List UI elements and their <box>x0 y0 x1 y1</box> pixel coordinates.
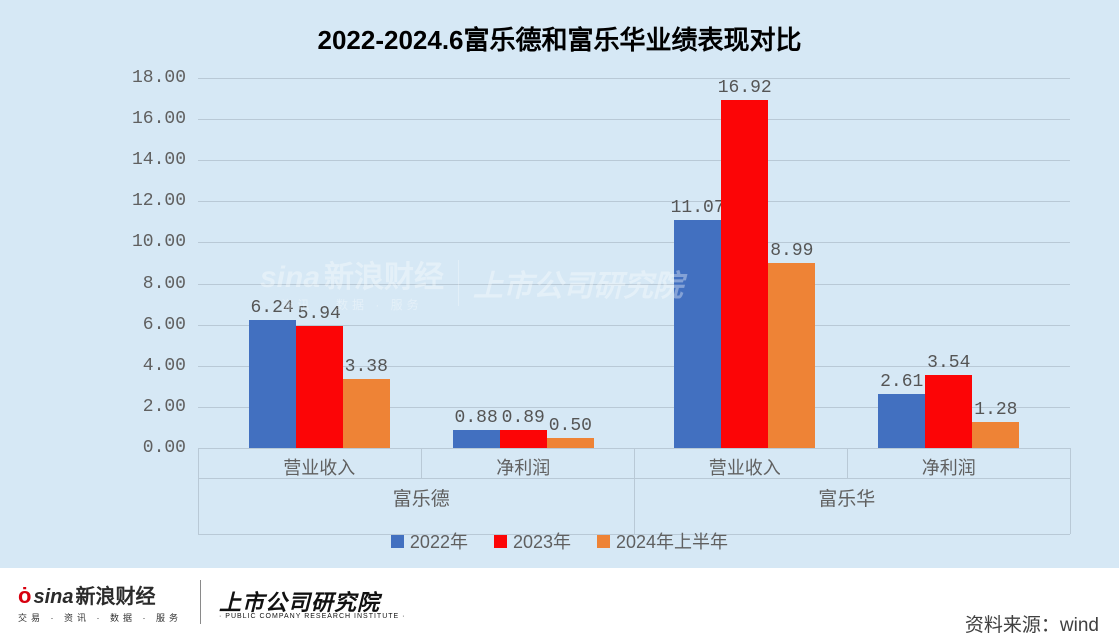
sina-eye-icon: ȯ <box>18 583 31 609</box>
institute-name-en: · PUBLIC COMPANY RESEARCH INSTITUTE · <box>219 613 405 620</box>
x-axis-category-label: 净利润 <box>496 454 550 480</box>
bar-value-label: 1.28 <box>974 400 1017 420</box>
gridline <box>198 119 1070 120</box>
gridline <box>198 78 1070 79</box>
bar-value-label: 3.38 <box>345 357 388 377</box>
bar <box>500 430 547 448</box>
data-source-citation: 资料来源：wind <box>965 610 1099 637</box>
bar <box>343 379 390 448</box>
sina-finance-logo: ȯ sina 新浪财经 交易 · 资讯 · 数据 · 服务 <box>18 580 182 624</box>
y-axis-tick-label: 4.00 <box>143 356 198 376</box>
y-axis-tick-label: 2.00 <box>143 397 198 417</box>
legend-swatch <box>597 535 610 548</box>
legend-label: 2024年上半年 <box>616 528 728 554</box>
bar-value-label: 11.07 <box>671 198 725 218</box>
axis-group-line <box>421 448 422 478</box>
x-axis-category-label: 营业收入 <box>709 454 781 480</box>
bar <box>925 375 972 448</box>
x-axis-group-label: 富乐德 <box>393 484 450 511</box>
bar <box>674 220 721 448</box>
bar <box>296 326 343 448</box>
y-axis-tick-label: 18.00 <box>132 68 198 88</box>
x-axis-category-label: 净利润 <box>922 454 976 480</box>
axis-group-line <box>1070 448 1071 534</box>
institute-logo: 上市公司研究院 · PUBLIC COMPANY RESEARCH INSTIT… <box>219 585 405 620</box>
y-axis-tick-label: 14.00 <box>132 150 198 170</box>
axis-group-line <box>847 448 848 478</box>
sina-subtitle: 交易 · 资讯 · 数据 · 服务 <box>18 611 182 624</box>
legend-label: 2022年 <box>410 528 468 554</box>
bar-value-label: 2.61 <box>880 372 923 392</box>
bar-value-label: 0.50 <box>549 416 592 436</box>
bar-value-label: 16.92 <box>718 78 772 98</box>
legend-label: 2023年 <box>513 528 571 554</box>
legend-swatch <box>494 535 507 548</box>
bar-value-label: 8.99 <box>770 241 813 261</box>
y-axis-tick-label: 10.00 <box>132 232 198 252</box>
bar-value-label: 3.54 <box>927 353 970 373</box>
bar-value-label: 5.94 <box>298 304 341 324</box>
x-axis-category-label: 营业收入 <box>283 454 355 480</box>
y-axis-tick-label: 8.00 <box>143 274 198 294</box>
legend-item: 2023年 <box>494 528 571 554</box>
axis-group-line <box>198 478 1070 479</box>
y-axis-tick-label: 0.00 <box>143 438 198 458</box>
plot-area: 0.002.004.006.008.0010.0012.0014.0016.00… <box>198 78 1070 448</box>
footer-logo-row: ȯ sina 新浪财经 交易 · 资讯 · 数据 · 服务 上市公司研究院 · … <box>18 580 405 624</box>
bar <box>878 394 925 448</box>
sina-wordmark: sina <box>33 586 73 609</box>
legend-item: 2022年 <box>391 528 468 554</box>
legend-swatch <box>391 535 404 548</box>
logo-separator <box>200 580 201 624</box>
chart-title: 2022-2024.6富乐德和富乐华业绩表现对比 <box>0 20 1119 57</box>
bar <box>768 263 815 448</box>
gridline <box>198 201 1070 202</box>
gridline <box>198 284 1070 285</box>
bar <box>721 100 768 448</box>
chart-legend: 2022年 2023年 2024年上半年 <box>0 528 1119 554</box>
bar <box>249 320 296 448</box>
bar-value-label: 0.88 <box>455 408 498 428</box>
y-axis-tick-label: 16.00 <box>132 109 198 129</box>
sina-cn-name: 新浪财经 <box>75 580 155 609</box>
y-axis-tick-label: 12.00 <box>132 191 198 211</box>
axis-group-line <box>198 448 199 534</box>
bar-value-label: 0.89 <box>502 408 545 428</box>
y-axis-tick-label: 6.00 <box>143 315 198 335</box>
gridline <box>198 160 1070 161</box>
bar-value-label: 6.24 <box>251 298 294 318</box>
gridline <box>198 242 1070 243</box>
bar <box>453 430 500 448</box>
bar <box>972 422 1019 448</box>
x-axis-group-label: 富乐华 <box>818 484 875 511</box>
bar <box>547 438 594 448</box>
axis-group-line <box>634 448 635 534</box>
legend-item: 2024年上半年 <box>597 528 728 554</box>
